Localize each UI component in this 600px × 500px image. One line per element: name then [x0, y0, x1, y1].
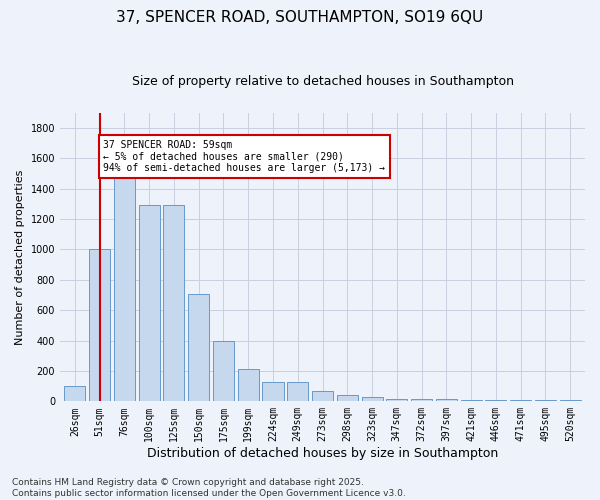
- Bar: [436, 399, 457, 402]
- Text: 37 SPENCER ROAD: 59sqm
← 5% of detached houses are smaller (290)
94% of semi-det: 37 SPENCER ROAD: 59sqm ← 5% of detached …: [103, 140, 385, 173]
- Bar: [213, 340, 234, 402]
- Bar: [362, 397, 383, 402]
- Bar: [64, 386, 85, 402]
- Bar: [411, 399, 432, 402]
- Bar: [386, 399, 407, 402]
- Text: 37, SPENCER ROAD, SOUTHAMPTON, SO19 6QU: 37, SPENCER ROAD, SOUTHAMPTON, SO19 6QU: [116, 10, 484, 25]
- Bar: [535, 400, 556, 402]
- Bar: [461, 400, 482, 402]
- Title: Size of property relative to detached houses in Southampton: Size of property relative to detached ho…: [131, 75, 514, 88]
- Bar: [188, 294, 209, 402]
- Bar: [89, 250, 110, 402]
- Bar: [114, 174, 135, 402]
- X-axis label: Distribution of detached houses by size in Southampton: Distribution of detached houses by size …: [147, 447, 498, 460]
- Bar: [560, 400, 581, 402]
- Bar: [485, 400, 506, 402]
- Bar: [287, 382, 308, 402]
- Text: Contains HM Land Registry data © Crown copyright and database right 2025.
Contai: Contains HM Land Registry data © Crown c…: [12, 478, 406, 498]
- Bar: [163, 206, 184, 402]
- Bar: [262, 382, 284, 402]
- Bar: [312, 390, 333, 402]
- Y-axis label: Number of detached properties: Number of detached properties: [15, 170, 25, 344]
- Bar: [510, 400, 531, 402]
- Bar: [238, 370, 259, 402]
- Bar: [139, 206, 160, 402]
- Bar: [337, 396, 358, 402]
